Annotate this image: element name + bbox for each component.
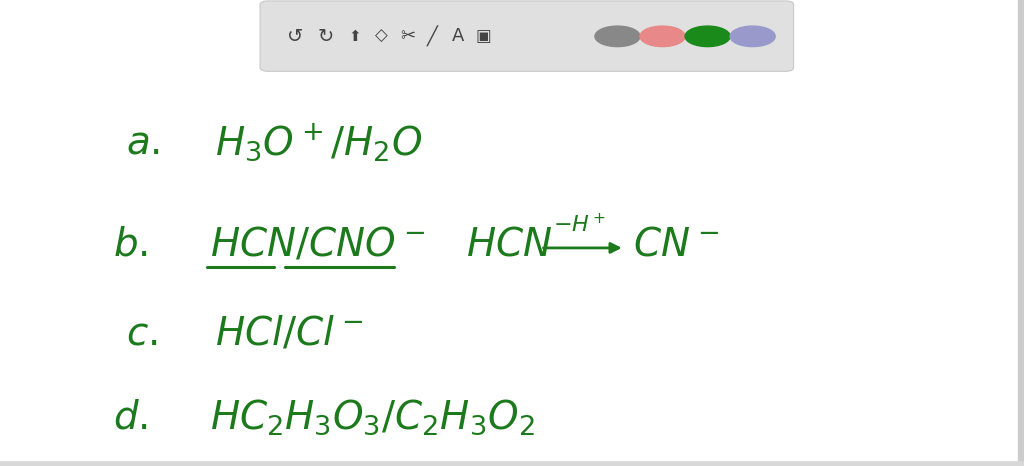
Text: $H_3O^+/H_2O$: $H_3O^+/H_2O$ — [215, 121, 423, 163]
Circle shape — [730, 26, 775, 47]
Text: ↺: ↺ — [287, 27, 303, 46]
Circle shape — [640, 26, 685, 47]
Text: $d.$: $d.$ — [113, 398, 147, 436]
Text: ⬆: ⬆ — [348, 29, 360, 44]
Text: $b.$: $b.$ — [113, 226, 147, 264]
Text: $c.$: $c.$ — [126, 314, 158, 352]
Text: $a.$: $a.$ — [126, 123, 160, 161]
FancyBboxPatch shape — [260, 1, 794, 71]
Text: $HCl/Cl^-$: $HCl/Cl^-$ — [215, 314, 364, 352]
Circle shape — [595, 26, 640, 47]
Text: $HCN/CNO^-$: $HCN/CNO^-$ — [210, 226, 426, 264]
Text: ✂: ✂ — [400, 27, 415, 45]
Circle shape — [685, 26, 730, 47]
Text: ◇: ◇ — [375, 27, 387, 45]
Text: ▣: ▣ — [475, 27, 492, 45]
Text: $CN^-$: $CN^-$ — [633, 226, 719, 264]
Text: $HCN$: $HCN$ — [466, 226, 552, 264]
Text: ╱: ╱ — [427, 26, 437, 47]
Text: ↻: ↻ — [317, 27, 334, 46]
Text: $HC_2H_3O_3 / C_2H_3O_2$: $HC_2H_3O_3 / C_2H_3O_2$ — [210, 397, 535, 437]
Text: A: A — [452, 27, 464, 45]
Text: $-H^+$: $-H^+$ — [553, 213, 606, 236]
